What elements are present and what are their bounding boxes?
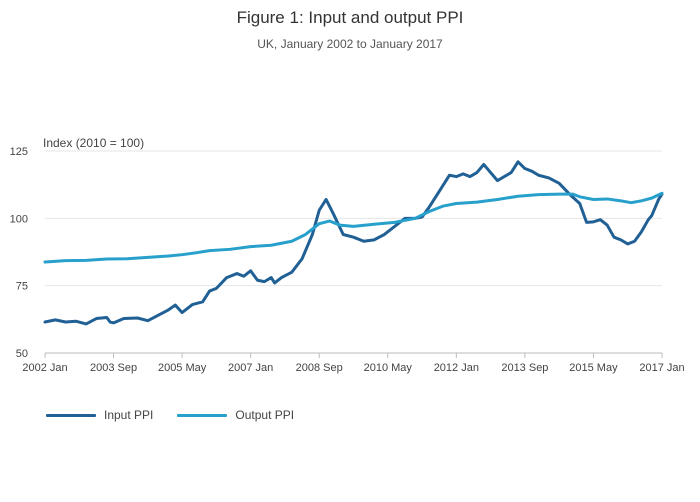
legend-label-output-ppi: Output PPI	[235, 408, 295, 422]
y-axis: 50 75 100 125	[10, 146, 28, 360]
x-tick-label-2002-01: 2002 Jan	[22, 362, 67, 374]
legend: Input PPI Output PPI	[46, 408, 318, 422]
grid-lines	[45, 150, 662, 354]
y-axis-label: Index (2010 = 100)	[43, 136, 145, 150]
x-tick-label-2005-05: 2005 May	[158, 362, 207, 374]
y-tick-label-125: 125	[10, 146, 28, 158]
legend-swatch-input-ppi	[46, 413, 96, 417]
x-tick-label-2003-09: 2003 Sep	[90, 362, 137, 374]
x-tick-label-2007-01: 2007 Jan	[228, 362, 273, 374]
x-axis: 2002 Jan 2003 Sep 2005 May 2007 Jan 2008 Sep…	[22, 353, 685, 374]
x-tick-label-2017-01: 2017 Jan	[639, 362, 684, 374]
legend-label-input-ppi: Input PPI	[104, 408, 154, 422]
x-tick-label-2012-01: 2012 Jan	[434, 362, 479, 374]
x-tick-label-2015-05: 2015 May	[569, 362, 618, 374]
chart-subtitle: UK, January 2002 to January 2017	[257, 37, 443, 51]
x-tick-label-2010-05: 2010 May	[364, 362, 413, 374]
series-line-input-ppi[interactable]	[43, 160, 664, 326]
y-tick-label-100: 100	[10, 213, 28, 225]
legend-swatch-output-ppi	[177, 413, 228, 417]
series-lines	[43, 160, 664, 326]
y-tick-label-50: 50	[16, 348, 28, 360]
legend-item-output-ppi[interactable]: Output PPI	[177, 408, 294, 422]
x-tick-label-2013-09: 2013 Sep	[501, 362, 548, 374]
x-tick-label-2008-09: 2008 Sep	[296, 362, 343, 374]
chart-title: Figure 1: Input and output PPI	[236, 8, 464, 27]
series-line-output-ppi[interactable]	[43, 191, 664, 264]
y-tick-label-75: 75	[16, 281, 28, 293]
legend-item-input-ppi[interactable]: Input PPI	[46, 408, 153, 422]
